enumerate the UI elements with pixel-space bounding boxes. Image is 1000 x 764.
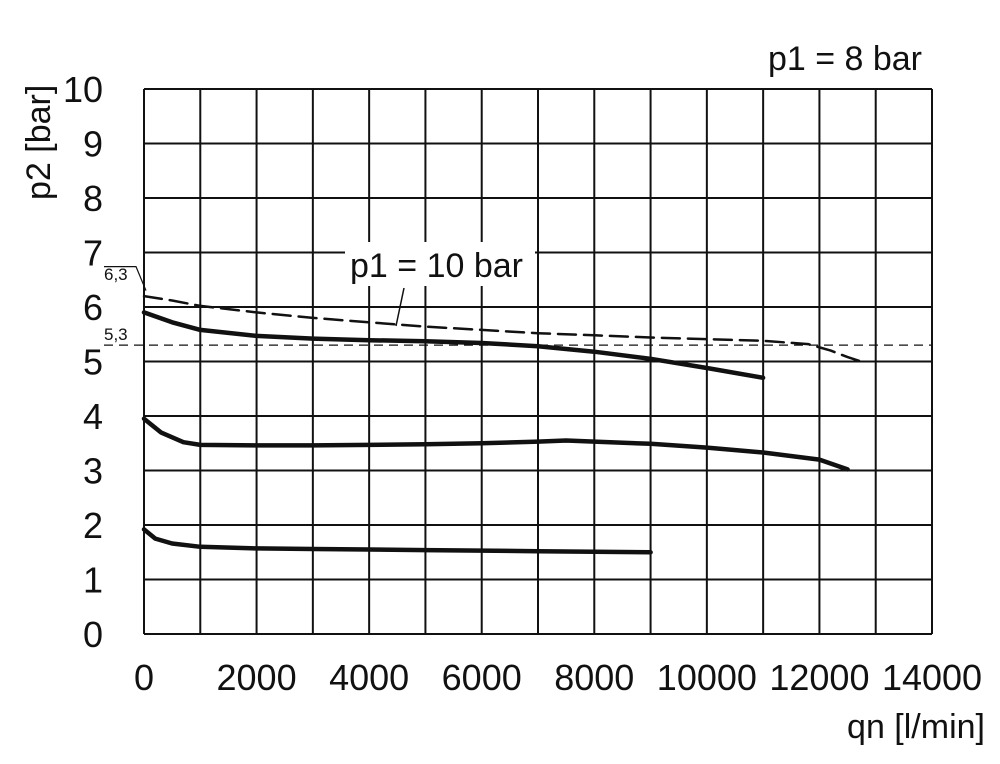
y-tick-label: 9 (83, 124, 103, 165)
y-tick-label: 0 (83, 614, 103, 655)
x-tick-label: 14000 (882, 657, 982, 698)
x-tick-label: 8000 (554, 657, 634, 698)
annotation-p1-8bar: p1 = 8 bar (768, 40, 922, 78)
x-tick-label: 0 (134, 657, 154, 698)
y-tick-labels: 0 1 2 3 4 5 6 7 8 9 10 (63, 69, 103, 655)
series-line-2 (141, 310, 766, 381)
x-tick-labels: 0 2000 4000 6000 8000 10000 12000 14000 (134, 657, 982, 698)
ref-label-6-3: 6,3 (104, 265, 128, 284)
ref-label-5-3: 5,3 (104, 325, 128, 344)
series-group (141, 294, 866, 555)
series-line-3 (141, 416, 850, 472)
grid (143, 88, 933, 635)
y-tick-label: 1 (83, 560, 103, 601)
ref-leader-6-3 (104, 266, 147, 291)
x-tick-label: 2000 (217, 657, 297, 698)
y-tick-label: 3 (83, 451, 103, 492)
annotation-p1-10bar: p1 = 10 bar (350, 247, 523, 285)
x-tick-label: 6000 (442, 657, 522, 698)
x-tick-label: 10000 (657, 657, 757, 698)
y-axis-label: p2 [bar] (20, 85, 58, 200)
y-tick-label: 7 (83, 233, 103, 274)
y-tick-label: 8 (83, 178, 103, 219)
x-axis-label: qn [l/min] (847, 708, 985, 746)
y-tick-label: 6 (83, 287, 103, 328)
series-line-4 (141, 527, 653, 555)
y-tick-label: 4 (83, 396, 103, 437)
annotation-p1-10bar-leader (395, 287, 405, 327)
x-tick-label: 4000 (329, 657, 409, 698)
series-line-1 (142, 294, 866, 364)
y-tick-label: 2 (83, 505, 103, 546)
x-tick-label: 12000 (769, 657, 869, 698)
y-tick-label: 10 (63, 69, 103, 110)
annotation-p1-10bar-bg (345, 242, 535, 286)
y-tick-label: 5 (83, 342, 103, 383)
